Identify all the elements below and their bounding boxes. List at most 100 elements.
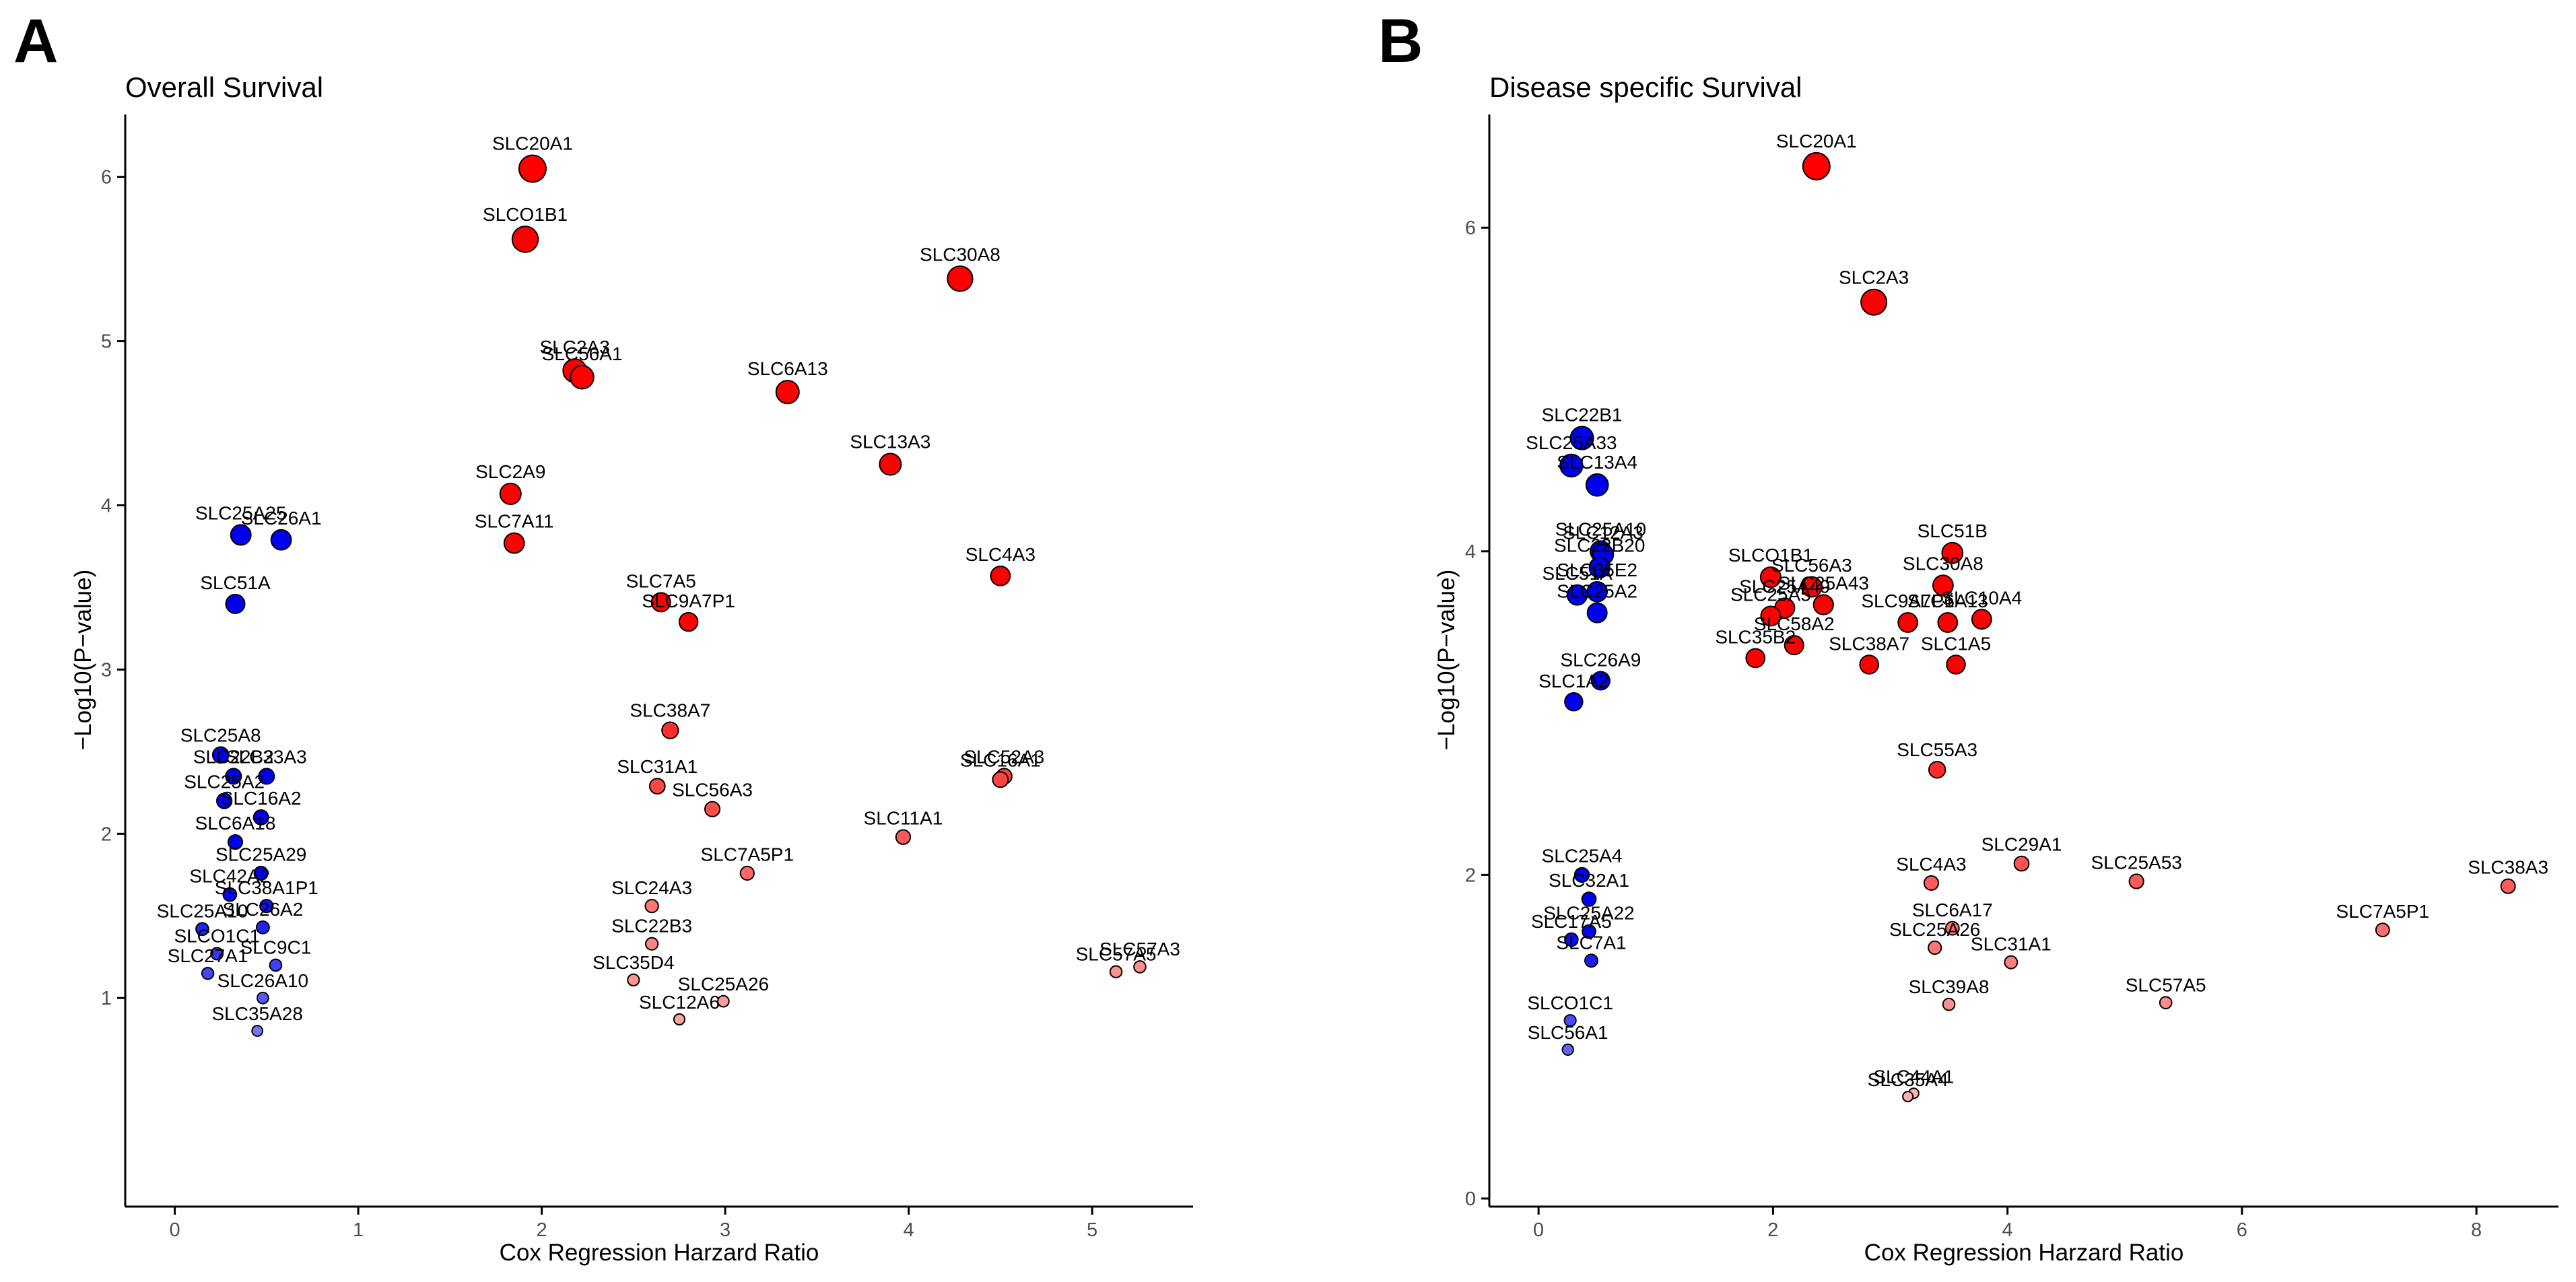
- point-label: SLC56A3: [672, 780, 753, 801]
- data-point: [1590, 671, 1611, 691]
- data-point: [648, 778, 666, 795]
- data-point: [1971, 609, 1992, 630]
- data-point: [1564, 692, 1584, 712]
- data-point: [1586, 581, 1608, 603]
- data-point: [1582, 924, 1596, 939]
- point-label: SLC11A1: [864, 808, 943, 829]
- point-label: SLC38A1P1: [215, 877, 318, 898]
- point-label: SLC31A1: [1971, 934, 2052, 955]
- data-point: [1946, 654, 1966, 675]
- x-tick-label: 4: [2002, 1219, 2013, 1241]
- x-tick-label: 2: [1767, 1219, 1778, 1241]
- data-point: [253, 865, 269, 881]
- data-point: [259, 898, 274, 914]
- data-point: [1928, 760, 1946, 779]
- y-tick-label: 5: [101, 331, 112, 353]
- point-label: SLCO1C1: [1527, 992, 1613, 1013]
- point-label: SLC56A1: [1528, 1022, 1608, 1043]
- data-point: [1584, 953, 1598, 968]
- point-label: SLC55A3: [1897, 739, 1977, 760]
- data-point: [1133, 960, 1147, 974]
- data-point: [256, 920, 270, 935]
- point-label: SLC17A5: [1531, 911, 1612, 932]
- data-point: [269, 958, 283, 972]
- point-label: SLC6A13: [747, 358, 828, 379]
- data-point: [222, 887, 238, 902]
- point-label: SLC35B2: [1715, 627, 1796, 648]
- data-point: [227, 834, 244, 850]
- data-point: [775, 380, 800, 405]
- point-label: SLC51B: [1918, 520, 1988, 541]
- x-tick-label: 6: [2237, 1219, 2247, 1241]
- y-tick-label: 1: [101, 988, 112, 1009]
- point-label: SLC38A3: [2468, 857, 2548, 878]
- point-label: SLC9A7P1: [642, 591, 735, 611]
- data-point: [661, 721, 679, 739]
- point-label: SLC35A4: [1868, 1069, 1948, 1090]
- point-label: SLC7A11: [475, 511, 554, 532]
- point-label: SLC26A1: [241, 508, 322, 529]
- data-point: [570, 365, 595, 390]
- point-label: SLC1A5: [1921, 633, 1991, 654]
- point-label: SLC25A10: [157, 900, 248, 921]
- data-point: [1932, 574, 1954, 597]
- data-point: [1559, 453, 1584, 478]
- x-tick-label: 5: [1087, 1219, 1097, 1241]
- y-tick-label: 6: [1465, 217, 1476, 239]
- x-tick-label: 2: [537, 1219, 547, 1241]
- point-label: SLC25A10: [1555, 518, 1646, 539]
- point-label: SLC12A3: [1563, 522, 1643, 543]
- data-point: [2159, 996, 2173, 1010]
- panel-a: A Overall Survival SLC20A1 SLCO1B1 SLC30A8…: [13, 7, 1193, 1266]
- point-label: SLC2A3: [539, 337, 609, 358]
- point-label: SLC7A5: [626, 570, 696, 591]
- data-point: [992, 771, 1009, 788]
- point-label: SLC6A13: [1907, 591, 1988, 611]
- y-tick-label: 4: [101, 496, 112, 517]
- point-label: SLCO1B1: [483, 204, 568, 225]
- panel-a-y-axis-label: −Log10(P−value): [70, 570, 96, 751]
- y-tick-label: 2: [1465, 865, 1476, 886]
- point-label: SLC38A7: [630, 700, 710, 720]
- point-label: SLC42A2: [189, 866, 270, 887]
- point-label: SLC31A1: [617, 756, 698, 777]
- point-label: SLC22B1: [1542, 405, 1623, 426]
- point-label: SLC38A7: [1829, 633, 1909, 654]
- data-point: [195, 922, 209, 937]
- point-label: SLC25A43: [1778, 572, 1869, 593]
- data-point: [644, 937, 659, 951]
- data-point: [1573, 867, 1590, 883]
- point-label: SLC25A26: [678, 974, 769, 994]
- panel-a-y-ticks: 1 2 3 4 5 6: [101, 167, 125, 1009]
- data-point: [739, 865, 755, 881]
- point-label: SLC39A8: [1909, 976, 1990, 997]
- point-label: SLC9C1: [240, 937, 312, 958]
- point-label: SLC25A26: [1889, 919, 1980, 940]
- data-point: [499, 482, 522, 505]
- data-point: [717, 994, 730, 1008]
- y-tick-label: 2: [101, 823, 112, 845]
- point-label: SLC9A7P1: [1861, 591, 1955, 611]
- point-label: SLC6A17: [1912, 900, 1993, 920]
- y-tick-label: 6: [101, 167, 112, 189]
- point-label: SLC30A8: [920, 244, 1001, 265]
- data-point: [2500, 878, 2516, 894]
- point-label: SLC26A9: [1560, 650, 1641, 671]
- data-point: [225, 768, 242, 785]
- data-point: [1760, 605, 1782, 627]
- point-label: SLC35A28: [211, 1003, 302, 1024]
- data-point: [1860, 288, 1888, 316]
- data-point: [1586, 602, 1608, 623]
- data-point: [257, 991, 269, 1005]
- data-point: [1942, 997, 1956, 1011]
- data-point: [895, 829, 912, 845]
- data-point: [1745, 648, 1766, 669]
- x-tick-label: 1: [353, 1219, 364, 1241]
- data-point: [1923, 875, 1940, 891]
- point-label: SLC35E2: [1557, 560, 1637, 580]
- x-tick-label: 0: [1533, 1219, 1544, 1241]
- data-point: [673, 1013, 686, 1025]
